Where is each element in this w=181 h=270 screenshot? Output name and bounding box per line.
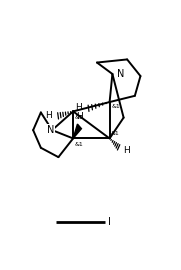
Text: H: H — [45, 111, 52, 120]
Polygon shape — [73, 124, 81, 139]
Text: &1: &1 — [111, 131, 120, 136]
Text: N: N — [117, 69, 124, 79]
Text: I: I — [108, 217, 111, 227]
Text: H: H — [123, 146, 129, 156]
Text: &1: &1 — [75, 141, 83, 147]
Text: &1: &1 — [75, 114, 83, 120]
Text: H: H — [76, 112, 83, 121]
Text: &1: &1 — [112, 104, 120, 109]
Text: N: N — [47, 125, 54, 135]
Text: H: H — [75, 103, 82, 112]
